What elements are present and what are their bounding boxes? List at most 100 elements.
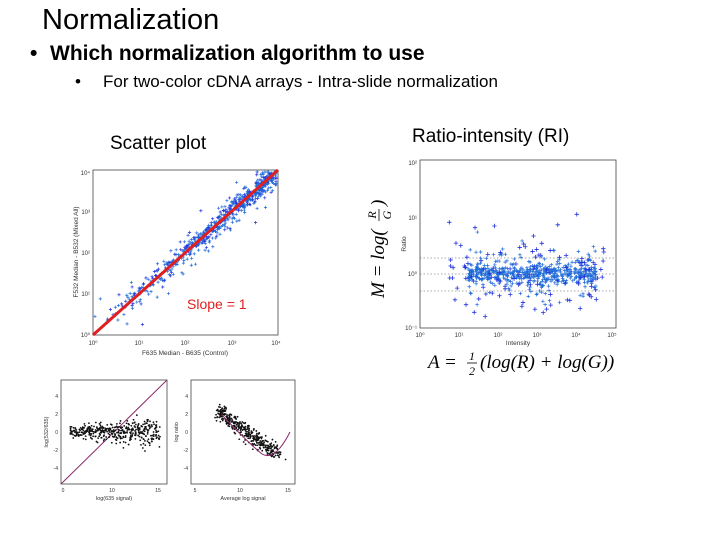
point-marker xyxy=(542,257,547,261)
point-marker xyxy=(218,210,222,214)
tick-label: 10³ xyxy=(228,341,237,347)
point-marker xyxy=(224,406,227,409)
point-marker xyxy=(220,413,222,416)
lower-left-x-ticks: 0 10 15 xyxy=(62,488,161,494)
point-marker xyxy=(147,424,150,427)
point-marker xyxy=(211,245,215,249)
ri-plot: 10⁰ 10¹ 10² 10³ 10⁴ 10⁵ 10⁻¹ 10⁰ 10¹ 10²… xyxy=(401,159,617,347)
tick-label: 2 xyxy=(185,412,188,418)
ri-y-axis-label: Ratio xyxy=(401,236,408,252)
point-marker xyxy=(272,444,275,447)
tick-label: 4 xyxy=(55,394,58,400)
point-marker xyxy=(482,314,488,319)
point-marker xyxy=(255,173,259,177)
point-marker xyxy=(139,302,143,306)
point-marker xyxy=(222,223,226,227)
point-marker xyxy=(474,273,479,277)
point-marker xyxy=(112,429,115,431)
point-marker xyxy=(131,301,135,305)
point-marker xyxy=(129,431,131,434)
point-marker xyxy=(221,411,223,414)
point-marker xyxy=(540,263,545,267)
point-marker xyxy=(555,268,559,273)
point-marker xyxy=(146,432,149,435)
point-marker xyxy=(552,275,557,280)
point-marker xyxy=(537,262,542,266)
point-marker xyxy=(105,438,108,441)
point-marker xyxy=(503,260,507,264)
point-marker xyxy=(475,267,480,272)
point-marker xyxy=(227,196,232,200)
point-marker xyxy=(484,256,489,261)
point-marker xyxy=(589,284,594,289)
point-marker xyxy=(128,423,130,426)
point-marker xyxy=(573,260,578,265)
point-marker xyxy=(218,403,221,406)
point-marker xyxy=(555,259,560,264)
point-marker xyxy=(243,211,247,215)
point-marker xyxy=(82,429,85,432)
point-marker xyxy=(566,262,571,266)
point-marker xyxy=(262,176,266,180)
point-marker xyxy=(269,443,271,446)
point-marker xyxy=(166,263,170,267)
point-marker xyxy=(478,256,483,260)
point-marker xyxy=(119,441,122,444)
point-marker xyxy=(100,426,103,429)
point-marker xyxy=(257,191,261,196)
point-marker xyxy=(466,267,470,271)
point-marker xyxy=(262,446,265,449)
point-marker xyxy=(265,440,268,443)
point-marker xyxy=(235,427,238,429)
point-marker xyxy=(266,186,270,190)
point-marker xyxy=(266,451,269,454)
point-marker xyxy=(132,418,135,421)
point-marker xyxy=(567,298,573,303)
point-marker xyxy=(559,280,564,284)
point-marker xyxy=(523,272,527,277)
a-formula-numerator: 1 xyxy=(469,349,475,363)
point-marker xyxy=(538,253,544,258)
point-marker xyxy=(547,288,551,293)
tick-label: 4 xyxy=(185,394,188,400)
point-marker xyxy=(97,428,99,431)
a-formula-rhs: (log(R) + log(G)) xyxy=(480,352,614,373)
point-marker xyxy=(271,454,274,457)
point-marker xyxy=(455,285,460,291)
m-formula-rhs: ) xyxy=(368,200,389,207)
point-marker xyxy=(483,273,487,278)
point-marker xyxy=(242,192,247,197)
point-marker xyxy=(513,261,519,267)
tick-label: 10¹ xyxy=(81,292,90,298)
bullet-symbol: • xyxy=(30,42,38,65)
point-marker xyxy=(122,440,125,443)
point-marker xyxy=(540,283,545,288)
point-marker xyxy=(576,281,581,287)
point-marker xyxy=(69,433,72,435)
point-marker xyxy=(472,225,478,230)
point-marker xyxy=(155,295,159,299)
point-marker xyxy=(242,441,245,443)
point-marker xyxy=(111,430,113,432)
point-marker xyxy=(534,292,539,297)
point-marker xyxy=(255,430,258,432)
point-marker xyxy=(69,427,72,430)
point-marker xyxy=(486,266,490,271)
point-marker xyxy=(207,235,211,239)
point-marker xyxy=(98,435,101,438)
point-marker xyxy=(244,434,247,437)
point-marker xyxy=(506,270,511,274)
point-marker xyxy=(186,233,190,237)
point-marker xyxy=(110,423,113,426)
point-marker xyxy=(587,271,592,276)
point-marker xyxy=(126,419,129,422)
point-marker xyxy=(89,436,92,439)
point-marker xyxy=(266,174,270,178)
point-marker xyxy=(526,280,530,284)
point-marker xyxy=(516,272,522,277)
point-marker xyxy=(577,306,583,311)
bullet-level-2-text: For two-color cDNA arrays - Intra-slide … xyxy=(103,72,498,91)
point-marker xyxy=(130,294,134,299)
point-marker xyxy=(541,277,545,282)
